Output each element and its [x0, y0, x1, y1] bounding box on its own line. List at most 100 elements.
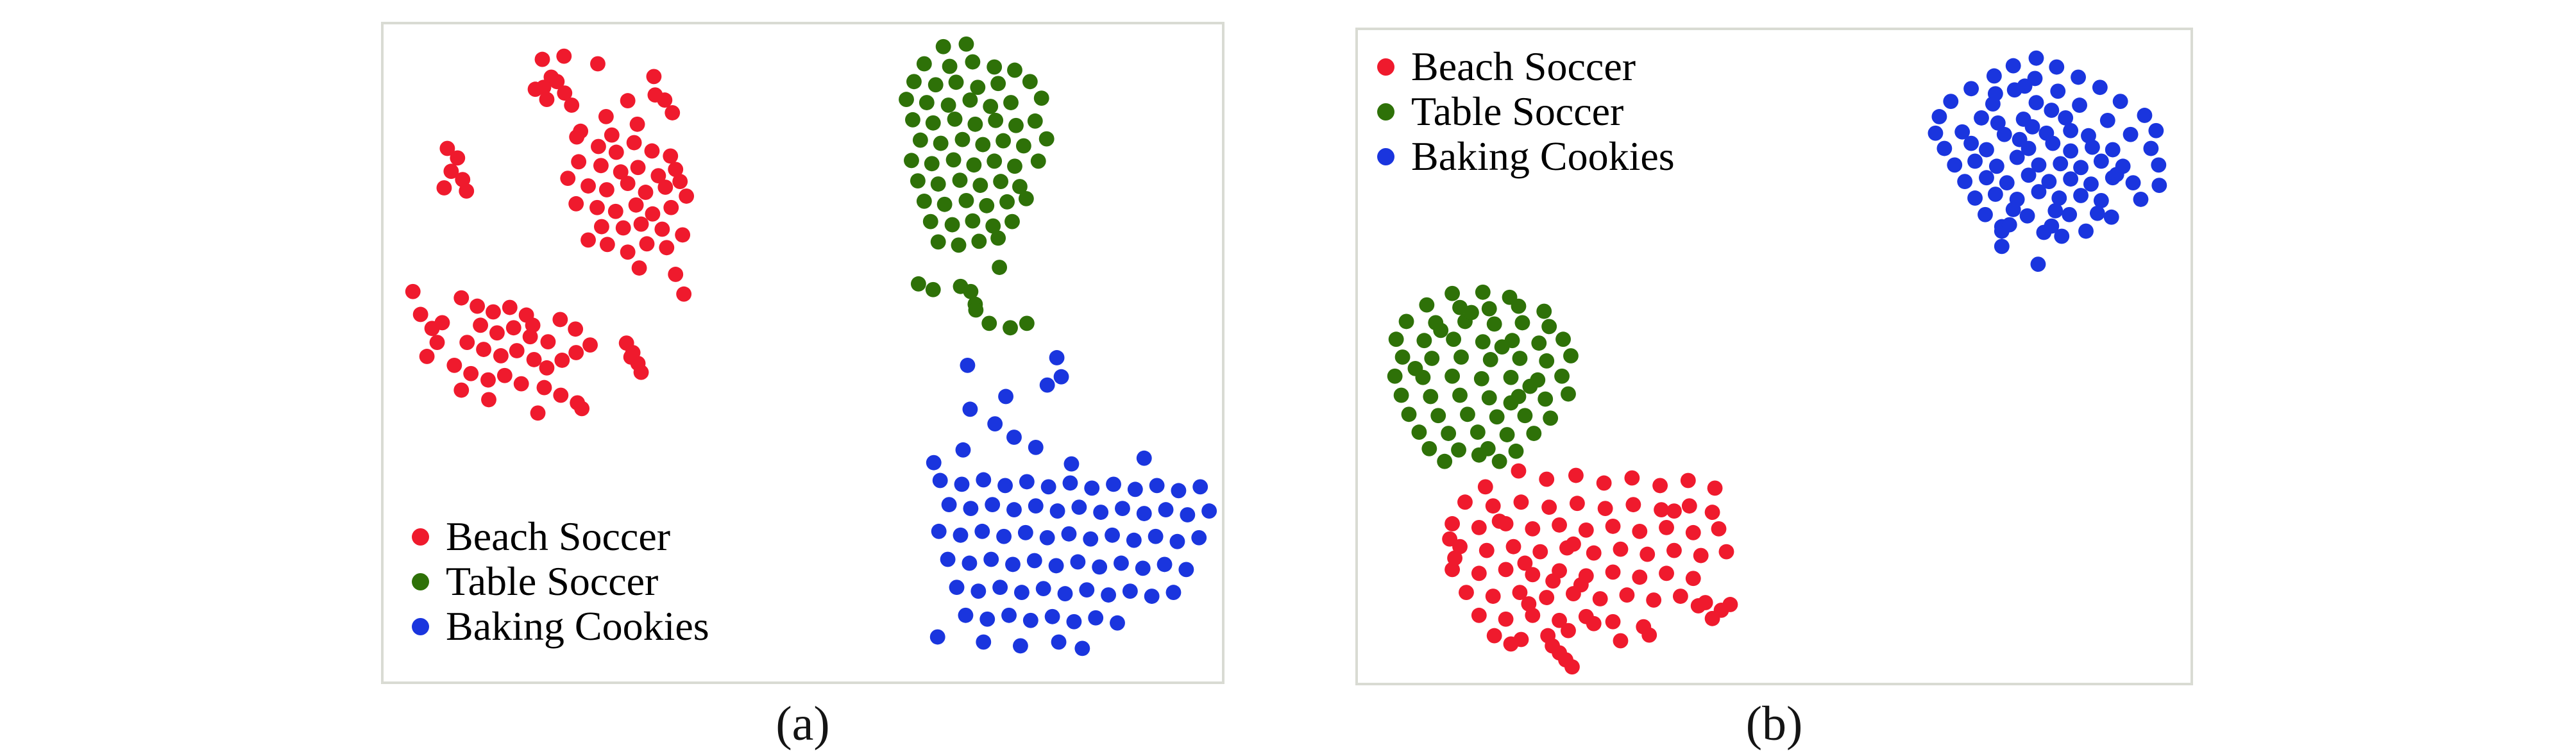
data-point — [1441, 426, 1457, 441]
data-point — [1613, 541, 1629, 557]
data-point — [1407, 360, 1423, 376]
data-point — [1446, 331, 1462, 347]
data-point — [1605, 564, 1621, 580]
data-point — [598, 108, 614, 124]
data-point — [926, 455, 942, 471]
data-point — [1652, 478, 1668, 494]
data-point — [1144, 589, 1160, 604]
data-point — [2083, 176, 2099, 192]
caption-a: (a) — [775, 697, 830, 751]
data-point — [1033, 90, 1049, 106]
data-point — [1957, 174, 1973, 190]
data-point — [607, 203, 623, 219]
data-point — [1165, 585, 1182, 600]
data-point — [1083, 531, 1099, 547]
data-point — [966, 157, 982, 173]
data-point — [443, 163, 459, 180]
data-point — [675, 227, 691, 243]
data-point — [1987, 187, 2003, 202]
data-point — [633, 216, 649, 232]
data-point — [1019, 315, 1035, 331]
data-point — [2063, 143, 2079, 159]
data-point — [916, 56, 932, 72]
data-point — [1452, 299, 1468, 315]
data-point — [2073, 160, 2089, 176]
data-point — [1485, 498, 1501, 514]
data-point — [1423, 389, 1439, 405]
data-point — [2143, 140, 2159, 156]
data-point — [1178, 562, 1194, 578]
data-point — [1640, 546, 1656, 562]
data-point — [1517, 408, 1533, 424]
data-point — [952, 172, 968, 188]
data-point — [1659, 519, 1674, 535]
data-point — [620, 176, 636, 191]
data-point — [1503, 636, 1519, 652]
data-point — [539, 360, 555, 376]
data-point — [1613, 633, 1629, 649]
data-point — [1536, 303, 1552, 319]
data-point — [1424, 351, 1440, 366]
data-point — [981, 315, 997, 331]
data-point — [672, 174, 688, 189]
data-point — [974, 523, 990, 539]
data-point — [1499, 427, 1515, 442]
data-point — [1561, 622, 1576, 639]
data-point — [930, 176, 946, 192]
data-point — [571, 154, 587, 170]
data-point — [979, 611, 996, 627]
data-point — [1063, 456, 1080, 472]
data-point — [1672, 589, 1688, 604]
data-point — [1012, 638, 1028, 654]
data-point — [1004, 213, 1020, 230]
data-point — [530, 405, 546, 421]
data-point — [1040, 479, 1056, 495]
legend-marker-icon — [1377, 58, 1394, 76]
legend-item: Baking Cookies — [412, 604, 709, 649]
data-point — [1605, 519, 1621, 534]
data-point — [930, 234, 946, 250]
data-point — [604, 127, 620, 143]
data-point — [1526, 426, 1542, 441]
data-point — [2053, 156, 2069, 172]
data-point — [997, 478, 1013, 494]
data-point — [1470, 424, 1486, 440]
data-point — [955, 442, 971, 458]
data-point — [1503, 395, 1519, 411]
data-point — [2031, 184, 2047, 199]
data-point — [536, 380, 552, 396]
data-point — [1555, 331, 1571, 347]
data-point — [1008, 117, 1024, 133]
data-point — [1693, 547, 1709, 564]
data-point — [940, 551, 956, 567]
legend: Beach Soccer Table Soccer Baking Cookies — [412, 514, 709, 649]
data-point — [659, 240, 675, 256]
data-point — [1201, 503, 1217, 519]
data-point — [1954, 124, 1970, 140]
data-point — [644, 143, 660, 159]
data-point — [985, 497, 1001, 513]
data-point — [552, 312, 568, 328]
data-point — [639, 236, 655, 252]
data-point — [1421, 440, 1437, 456]
data-point — [1646, 592, 1662, 608]
data-point — [2133, 192, 2149, 207]
data-point — [1513, 494, 1529, 510]
data-point — [2045, 135, 2061, 151]
data-point — [1597, 501, 1613, 517]
data-point — [962, 92, 978, 108]
data-point — [1947, 157, 1963, 173]
data-point — [1996, 126, 2012, 142]
data-point — [657, 92, 673, 108]
data-point — [1416, 333, 1432, 349]
legend-item: Table Soccer — [412, 559, 709, 604]
data-point — [983, 551, 999, 567]
data-point — [1704, 505, 1720, 520]
data-point — [925, 115, 941, 131]
data-point — [1171, 483, 1187, 499]
data-point — [505, 320, 521, 336]
data-point — [970, 583, 987, 599]
data-point — [679, 188, 695, 204]
data-point — [2108, 167, 2124, 183]
data-point — [1437, 453, 1453, 469]
